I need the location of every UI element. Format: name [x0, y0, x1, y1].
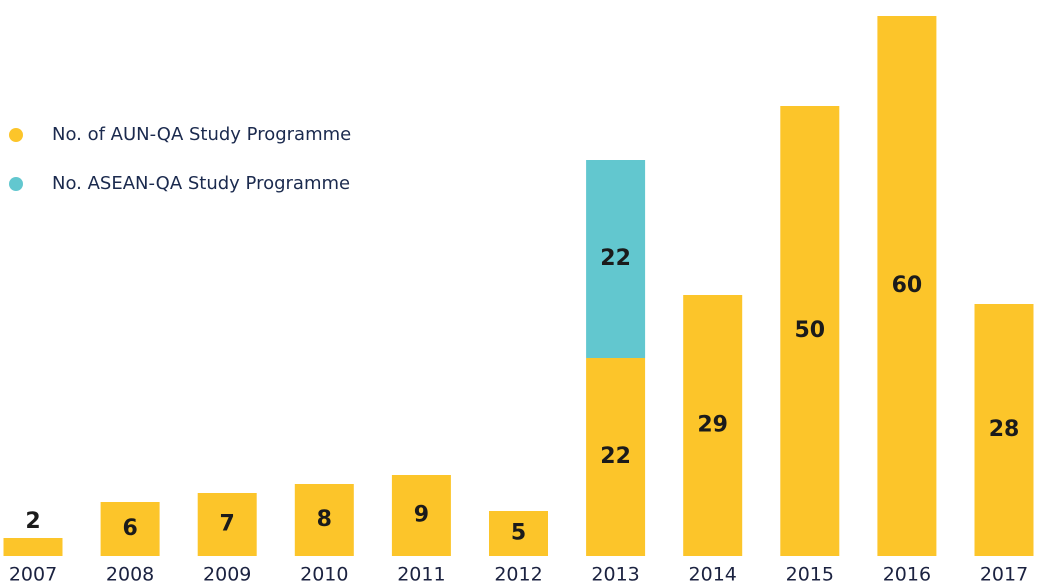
bar — [974, 304, 1034, 556]
value-label: 60 — [892, 273, 923, 298]
value-label: 7 — [220, 512, 235, 537]
value-label: 2 — [25, 509, 40, 534]
bar — [683, 295, 743, 556]
x-tick-label: 2016 — [883, 564, 931, 582]
x-tick-label: 2017 — [980, 564, 1028, 582]
value-label: 28 — [989, 417, 1020, 442]
x-tick-label: 2009 — [203, 564, 251, 582]
value-label: 9 — [414, 503, 429, 528]
value-label: 5 — [511, 521, 526, 546]
legend-label: No. ASEAN-QA Study Programme — [52, 173, 350, 194]
x-tick-label: 2010 — [300, 564, 348, 582]
x-tick-label: 2014 — [689, 564, 737, 582]
bar — [780, 106, 840, 556]
x-tick-label: 2015 — [786, 564, 834, 582]
x-tick-label: 2011 — [397, 564, 445, 582]
bar — [586, 358, 646, 556]
value-label: 6 — [122, 516, 137, 541]
bar — [294, 484, 354, 556]
x-tick-label: 2008 — [106, 564, 154, 582]
bar — [877, 16, 937, 556]
bar — [391, 475, 451, 556]
legend-label: No. of AUN-QA Study Programme — [52, 124, 351, 145]
value-label: 22 — [600, 246, 631, 271]
bar — [586, 160, 646, 358]
value-label: 50 — [794, 318, 825, 343]
value-label: 29 — [697, 413, 728, 438]
legend-marker — [9, 177, 23, 191]
x-tick-label: 2012 — [494, 564, 542, 582]
value-label: 8 — [317, 507, 332, 532]
x-tick-label: 2007 — [9, 564, 57, 582]
value-label: 22 — [600, 444, 631, 469]
bar — [489, 511, 548, 556]
x-tick-label: 2013 — [591, 564, 639, 582]
bar — [197, 493, 257, 556]
bar — [3, 538, 63, 556]
bar — [100, 502, 160, 556]
legend-marker — [9, 128, 23, 142]
